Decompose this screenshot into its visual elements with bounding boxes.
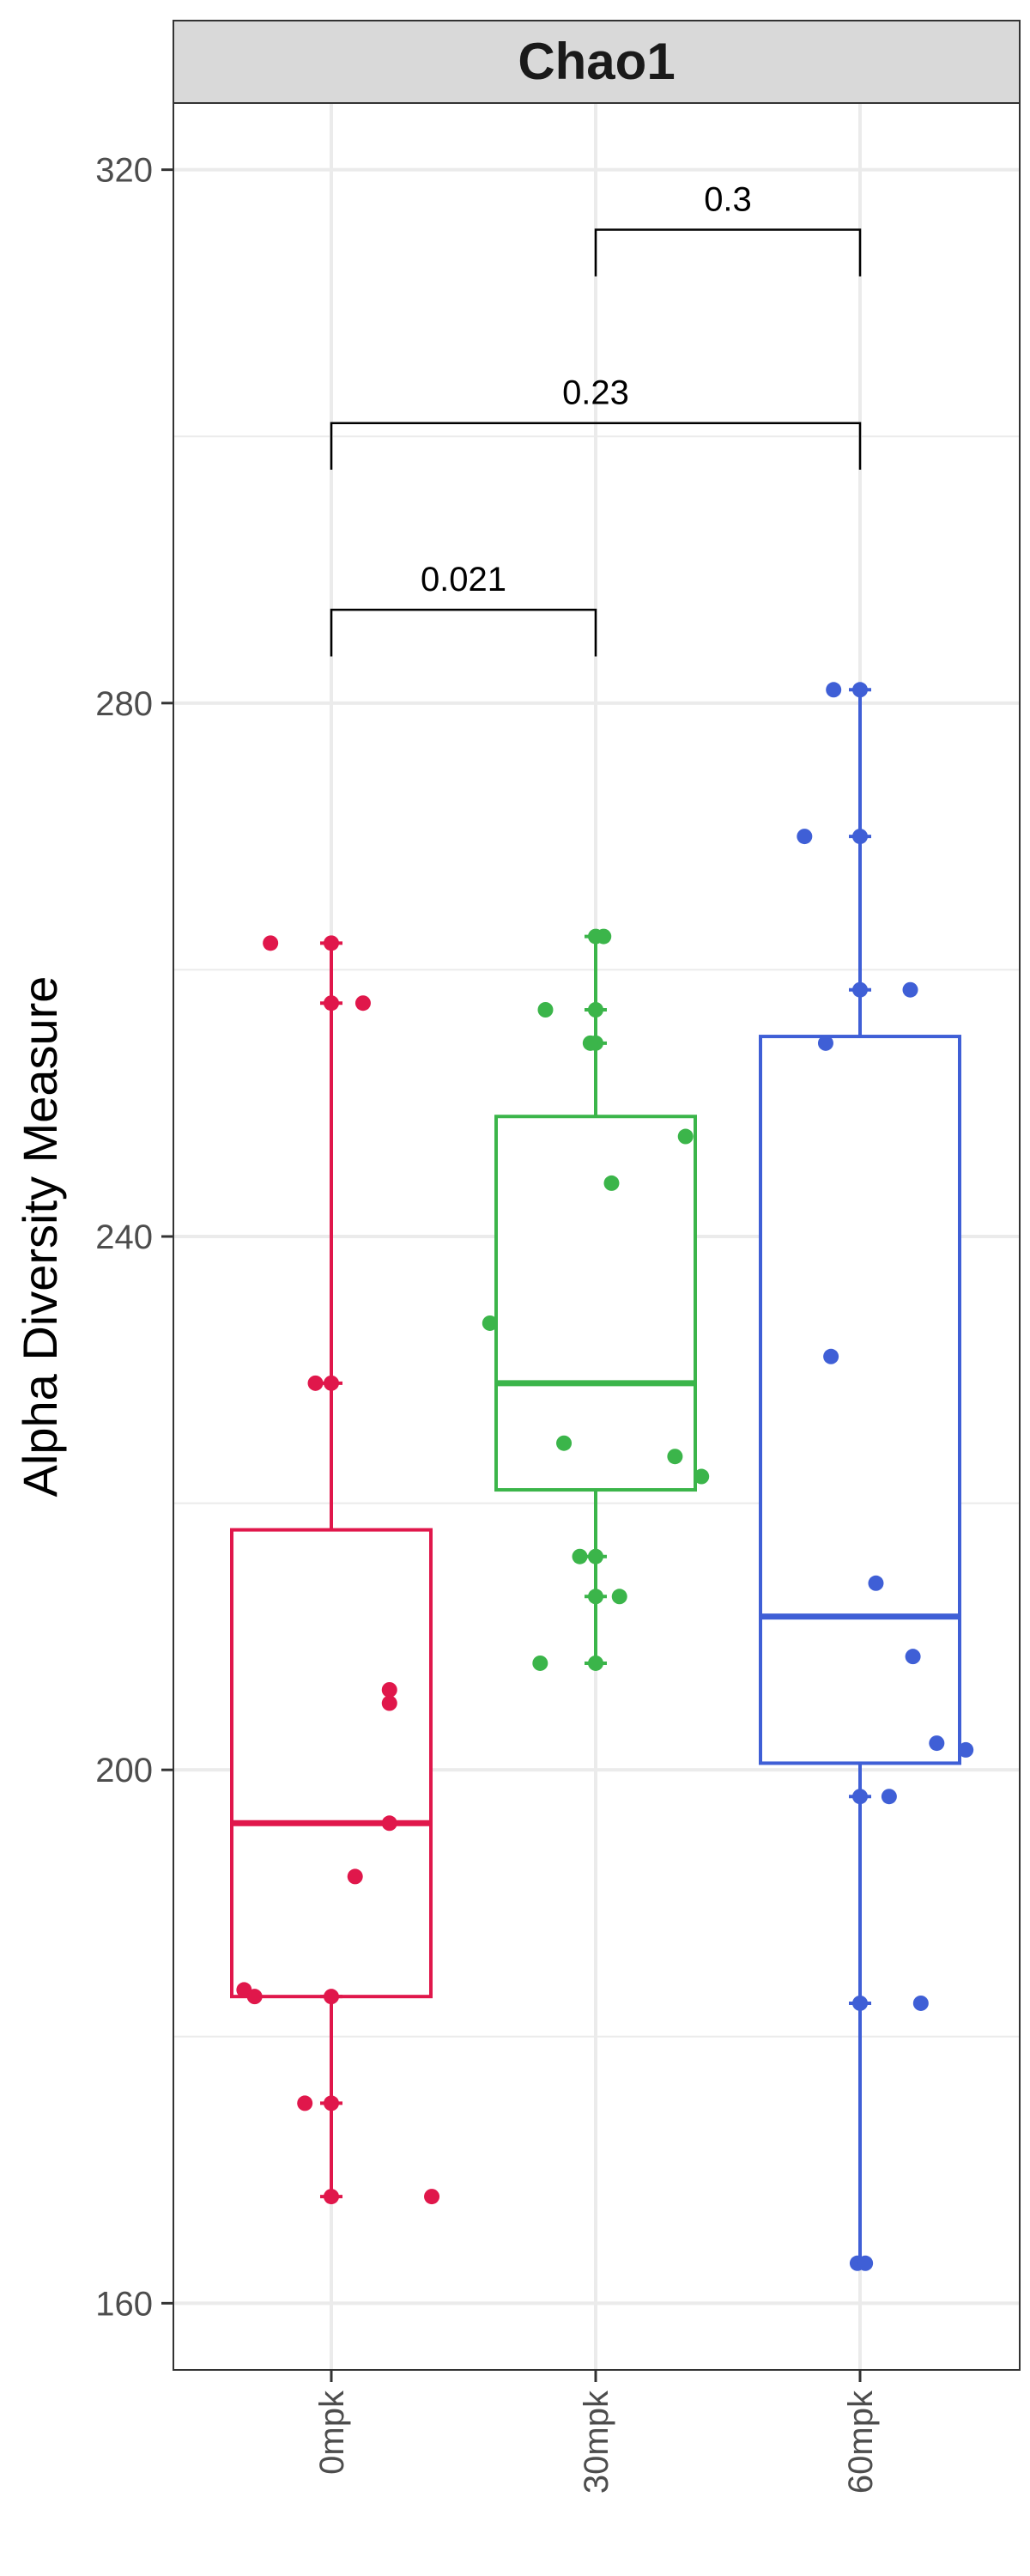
data-point	[324, 1989, 339, 2005]
data-point	[347, 1868, 363, 1885]
y-tick-label: 160	[95, 2285, 153, 2323]
data-point	[852, 981, 868, 998]
data-point	[246, 1989, 263, 2005]
bracket-line	[594, 228, 862, 276]
data-point	[556, 1435, 573, 1451]
significance-layer: 0.021 0.23 0.3	[330, 181, 862, 657]
data-point	[324, 995, 339, 1012]
p-value-label: 0.23	[562, 374, 629, 412]
data-point	[582, 1035, 598, 1051]
data-point	[852, 1995, 868, 2011]
data-point	[958, 1741, 974, 1758]
box-0mpk	[230, 943, 433, 2197]
data-point	[929, 1735, 945, 1752]
comparison-bracket: 0.021	[330, 561, 597, 657]
data-point	[482, 1315, 498, 1331]
data-point	[354, 995, 371, 1012]
p-value-label: 0.3	[704, 181, 752, 219]
box-60mpk	[759, 690, 961, 2263]
data-point	[868, 1575, 884, 1591]
data-point	[588, 1548, 603, 1564]
data-point	[852, 829, 868, 845]
data-point	[596, 928, 612, 945]
data-point	[588, 1589, 603, 1605]
points-60mpk	[797, 682, 974, 2271]
data-point	[381, 1695, 397, 1711]
data-point	[817, 1035, 833, 1051]
box-iqr	[230, 1528, 433, 1999]
y-axis-title: Alpha Diversity Measure	[13, 976, 67, 1498]
points-30mpk	[482, 928, 710, 1671]
data-point	[297, 2095, 313, 2111]
x-tick-label: 0mpk	[313, 2390, 351, 2475]
y-tick-label: 240	[95, 1218, 153, 1256]
y-tick-label: 280	[95, 685, 153, 723]
point-layer	[236, 682, 974, 2271]
data-point	[797, 829, 813, 845]
p-value-label: 0.021	[421, 561, 506, 598]
comparison-bracket: 0.23	[330, 374, 862, 471]
facet-strip	[173, 20, 1021, 104]
data-point	[677, 1128, 694, 1145]
data-point	[324, 935, 339, 951]
data-point	[852, 1789, 868, 1805]
box-iqr	[759, 1035, 961, 1765]
x-axis: 0mpk 30mpk 60mpk	[313, 2370, 880, 2494]
data-point	[905, 1649, 921, 1665]
data-point	[307, 1375, 324, 1391]
data-point	[324, 2189, 339, 2205]
data-point	[667, 1449, 683, 1465]
y-tick-label: 320	[95, 152, 153, 190]
data-point	[263, 935, 279, 951]
data-point	[537, 1002, 554, 1018]
bracket-line	[330, 608, 597, 657]
y-tick-label: 200	[95, 1752, 153, 1789]
data-point	[572, 1548, 588, 1564]
data-point	[852, 682, 868, 698]
data-point	[881, 1789, 897, 1805]
box-layer	[230, 690, 961, 2263]
data-point	[902, 981, 918, 998]
data-point	[857, 2255, 874, 2271]
data-point	[324, 1375, 339, 1391]
y-axis: 160 200 240 280 320	[95, 152, 173, 2323]
data-point	[532, 1655, 548, 1671]
data-point	[381, 1682, 397, 1698]
data-point	[588, 1655, 603, 1671]
points-0mpk	[236, 935, 440, 2205]
data-point	[694, 1468, 710, 1485]
x-tick-label: 60mpk	[842, 2390, 880, 2494]
data-point	[912, 1995, 929, 2011]
data-point	[381, 1815, 397, 1832]
data-point	[823, 1348, 839, 1364]
box-iqr	[494, 1115, 697, 1492]
data-point	[611, 1589, 627, 1605]
data-point	[424, 2189, 440, 2205]
data-point	[588, 1002, 603, 1018]
x-tick-label: 30mpk	[578, 2390, 615, 2494]
facet-title: Chao1	[518, 33, 675, 90]
bracket-line	[330, 422, 862, 471]
data-point	[324, 2095, 339, 2111]
box-30mpk	[494, 936, 697, 1663]
data-point	[603, 1175, 620, 1191]
data-point	[826, 682, 842, 698]
comparison-bracket: 0.3	[594, 181, 862, 276]
